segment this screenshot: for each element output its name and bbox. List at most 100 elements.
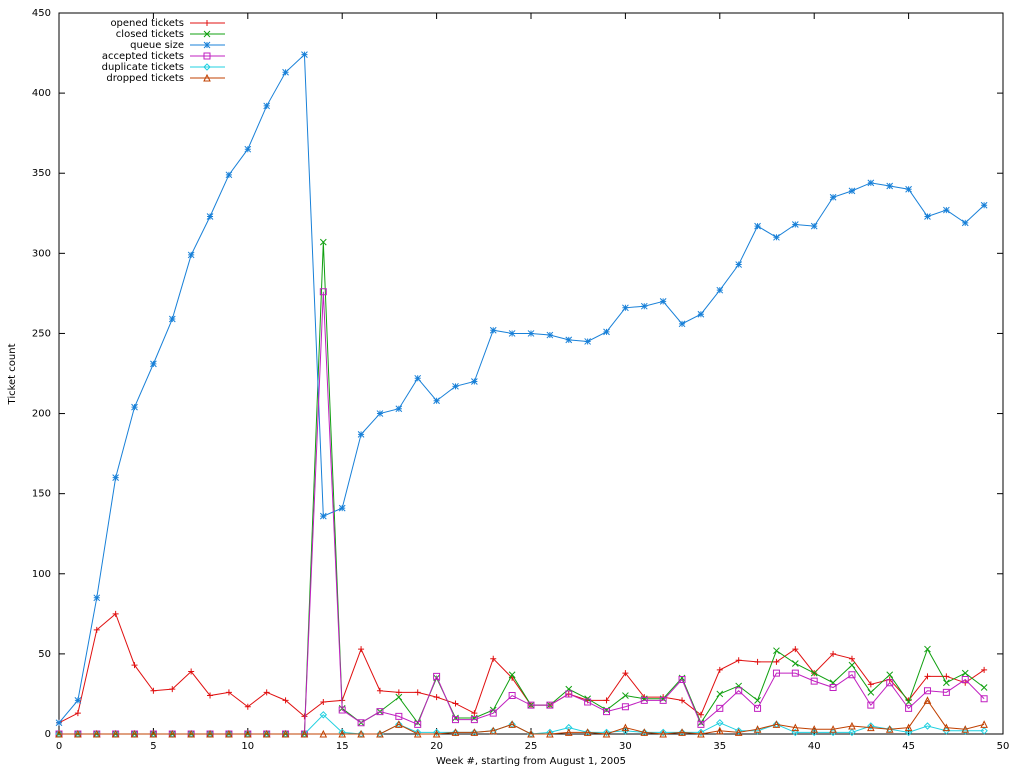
data-point — [74, 710, 81, 717]
legend-label: duplicate tickets — [102, 62, 184, 73]
data-point — [961, 676, 969, 684]
data-point — [697, 310, 705, 318]
data-point — [319, 288, 327, 296]
data-point — [206, 729, 214, 738]
x-tick-label: 30 — [619, 741, 632, 752]
data-point — [150, 687, 157, 694]
data-point — [923, 687, 931, 695]
data-point — [413, 729, 422, 738]
data-point — [55, 719, 63, 727]
data-point — [112, 610, 119, 617]
data-point — [433, 694, 440, 701]
data-point — [131, 662, 138, 669]
data-point — [980, 720, 988, 728]
y-tick-label: 150 — [32, 489, 51, 500]
data-point — [697, 728, 705, 737]
data-point — [55, 729, 63, 738]
data-point — [168, 729, 177, 738]
data-point — [433, 397, 440, 405]
data-point — [848, 721, 856, 730]
y-tick-label: 450 — [32, 8, 51, 19]
data-point — [791, 221, 799, 228]
data-point — [452, 382, 459, 390]
data-point — [697, 729, 705, 738]
data-point — [980, 201, 988, 209]
data-point — [282, 697, 289, 704]
y-tick-label: 250 — [32, 328, 51, 339]
data-point — [867, 722, 875, 730]
data-point — [621, 723, 630, 732]
data-point — [395, 689, 402, 696]
data-point — [131, 403, 138, 411]
x-tick-label: 0 — [56, 741, 62, 752]
data-point — [716, 286, 724, 294]
data-point — [395, 693, 403, 701]
data-point — [225, 689, 232, 696]
data-point — [980, 684, 988, 691]
data-point — [621, 703, 629, 711]
data-point — [942, 727, 951, 735]
data-point — [829, 684, 837, 692]
plot-frame — [58, 12, 1004, 735]
legend-label: closed tickets — [116, 29, 184, 40]
legend-label: accepted tickets — [102, 51, 184, 62]
y-tick-label: 0 — [45, 729, 51, 740]
data-point — [659, 696, 667, 704]
series-line — [58, 53, 985, 724]
data-point — [376, 687, 383, 694]
data-point — [773, 647, 780, 655]
data-point — [489, 326, 497, 334]
data-point — [848, 187, 856, 195]
data-point — [357, 431, 365, 438]
y-tick-label: 400 — [32, 88, 51, 99]
data-point — [678, 674, 686, 682]
data-point — [169, 686, 176, 693]
data-point — [924, 213, 931, 220]
data-point — [810, 728, 818, 737]
data-point — [433, 672, 441, 680]
data-point — [754, 658, 761, 665]
data-point — [527, 701, 535, 709]
data-point — [395, 720, 403, 728]
data-point — [772, 720, 781, 728]
y-tick-label: 200 — [32, 409, 51, 420]
data-point — [93, 594, 101, 602]
data-point — [603, 708, 611, 716]
data-point — [735, 261, 743, 268]
data-point — [867, 701, 875, 709]
data-point — [640, 728, 649, 736]
data-point — [565, 723, 573, 732]
data-point — [716, 704, 724, 712]
data-point — [961, 725, 970, 733]
data-point — [244, 145, 252, 153]
data-point — [603, 706, 610, 714]
data-point — [848, 661, 856, 669]
data-point — [564, 728, 573, 736]
data-point — [754, 222, 761, 230]
data-point — [225, 729, 233, 738]
series-line — [59, 242, 985, 735]
data-point — [357, 719, 365, 727]
data-point — [150, 360, 157, 368]
data-point — [92, 729, 101, 738]
x-axis-label: Week #, starting from August 1, 2005 — [436, 756, 626, 767]
data-point — [886, 671, 894, 679]
data-point — [395, 712, 403, 720]
data-point — [621, 727, 630, 735]
legend-marker — [203, 73, 211, 82]
legend-marker — [204, 20, 210, 26]
data-point — [451, 728, 460, 736]
data-point — [622, 692, 629, 699]
data-point — [583, 728, 592, 736]
data-point — [149, 729, 158, 738]
data-point — [357, 729, 365, 738]
legend-marker — [203, 52, 211, 60]
series-line — [59, 291, 985, 735]
data-point — [93, 626, 100, 633]
data-point — [187, 729, 195, 738]
data-point — [697, 711, 704, 718]
data-point — [867, 681, 874, 688]
data-point — [262, 729, 271, 738]
data-point — [395, 405, 403, 413]
